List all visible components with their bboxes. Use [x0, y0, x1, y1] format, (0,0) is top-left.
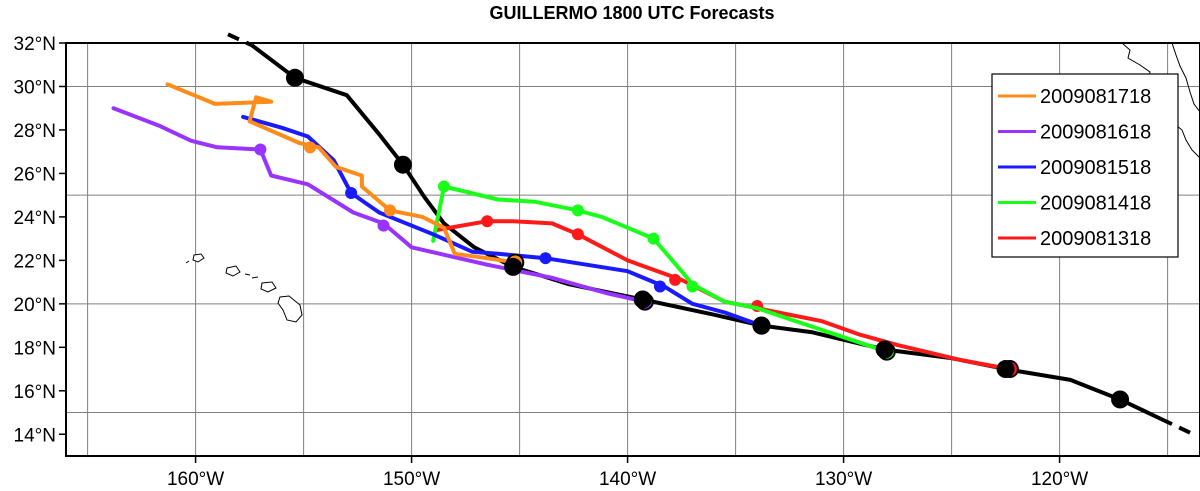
forecast-track-2009081418: [431, 184, 889, 354]
hawaiian-islands: [185, 253, 303, 323]
observed-position-marker: [393, 155, 412, 174]
observed-position-marker: [285, 68, 304, 87]
forecast-point-2009081318: [571, 228, 584, 241]
forecast-point-2009081718: [304, 141, 317, 154]
chart-title: GUILLERMO 1800 UTC Forecasts: [489, 3, 774, 23]
observed-track-dashed-end: [1160, 417, 1195, 437]
legend-label-2009081418: 2009081418: [1040, 193, 1151, 215]
y-tick-label: 30°N: [14, 77, 56, 98]
x-tick-label: 150°W: [383, 469, 440, 490]
forecast-point-2009081618: [254, 143, 267, 156]
x-tick-label: 140°W: [599, 469, 656, 490]
forecast-point-2009081618: [377, 219, 390, 232]
forecast-point-2009081518: [539, 252, 552, 265]
forecast-point-2009081418: [686, 280, 699, 293]
observed-position-marker: [875, 340, 894, 359]
y-tick-label: 28°N: [14, 121, 56, 142]
forecast-tracks: [111, 32, 1195, 437]
forecast-point-2009081718: [384, 204, 396, 217]
y-tick-label: 26°N: [14, 164, 56, 185]
forecast-point-2009081518: [654, 280, 666, 293]
forecast-point-2009081418: [571, 204, 584, 217]
forecast-point-2009081318: [669, 273, 682, 286]
x-tick-label: 130°W: [815, 469, 872, 490]
y-tick-label: 20°N: [14, 295, 56, 316]
forecast-point-2009081418: [438, 180, 450, 193]
forecast-track-2009081618: [111, 106, 647, 304]
legend-box: [991, 73, 1179, 258]
y-tick-label: 16°N: [14, 382, 56, 403]
forecast-point-2009081518: [345, 186, 358, 199]
legend-label-2009081518: 2009081518: [1040, 157, 1151, 179]
y-tick-label: 24°N: [14, 208, 56, 229]
legend-label-2009081318: 2009081318: [1040, 228, 1151, 250]
observed-position-marker: [1111, 390, 1130, 409]
x-tick-label: 160°W: [167, 469, 224, 490]
forecast-point-2009081418: [647, 232, 660, 245]
map-frame: [65, 42, 1200, 457]
forecast-point-2009081318: [481, 215, 494, 228]
observed-position-marker: [996, 360, 1015, 379]
legend-label-2009081618: 2009081618: [1040, 122, 1151, 144]
y-tick-label: 22°N: [14, 251, 56, 272]
y-tick-label: 32°N: [14, 34, 56, 55]
y-tick-label: 14°N: [14, 425, 56, 446]
observed-position-marker: [633, 290, 652, 309]
observed-position-marker: [504, 257, 523, 276]
forecast-track-2009081518: [241, 114, 764, 328]
x-tick-label: 120°W: [1031, 469, 1088, 490]
axis-ticks: 160°W 150°W 140°W 130°W 120°W 14°N 16°N 18°N 20°…: [14, 34, 1089, 490]
legend: 2009081718 2009081618 2009081518 2009081418…: [991, 73, 1179, 258]
forecast-track-2009081718: [165, 82, 518, 265]
y-tick-label: 18°N: [14, 338, 56, 359]
legend-label-2009081718: 2009081718: [1040, 86, 1151, 108]
coastlines: [185, 42, 1200, 323]
observed-position-marker: [752, 316, 771, 335]
